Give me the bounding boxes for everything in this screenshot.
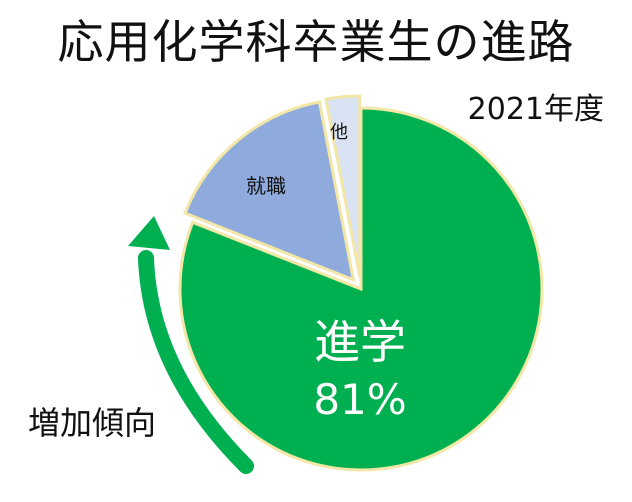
label-shuushoku: 就職	[246, 174, 286, 198]
label-shingaku: 進学	[314, 315, 406, 369]
chart-title: 応用化学科卒業生の進路	[57, 15, 575, 69]
label-other: 他	[330, 122, 348, 143]
slice-other	[324, 94, 362, 278]
slice-shingaku	[178, 106, 544, 472]
trend-annotation: 増加傾向	[28, 404, 157, 442]
increase-arrow-icon	[128, 216, 254, 474]
arrow-head	[128, 216, 170, 250]
arrow-shaft	[138, 250, 254, 474]
value-label-shingaku: 81%	[313, 375, 406, 424]
slice-shuushoku	[183, 100, 356, 283]
chart-subtitle: 2021年度	[467, 92, 604, 127]
